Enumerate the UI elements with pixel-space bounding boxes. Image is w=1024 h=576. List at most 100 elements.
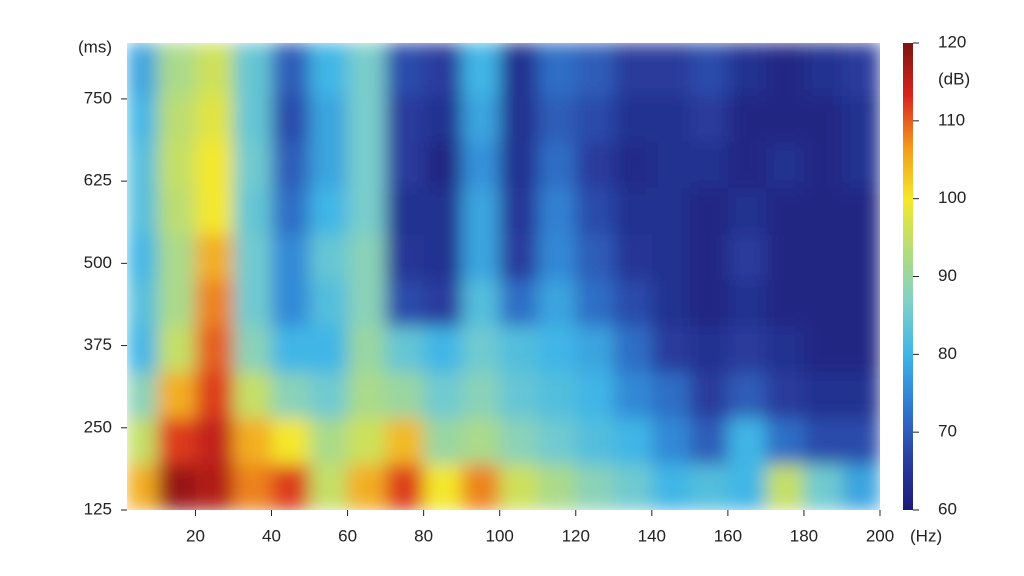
heat-cell [347,95,387,143]
heat-cell [385,187,425,235]
heat-cell [127,279,158,327]
heat-cell [347,279,387,327]
heat-cell [347,417,387,465]
heat-cell [575,187,615,235]
heat-cell [195,233,234,281]
heat-cell [347,463,387,510]
heat-cell [157,187,196,235]
heat-cell [195,187,234,235]
heat-cell [689,233,729,281]
heat-cell [309,371,349,419]
heat-cell [841,463,880,510]
heat-cell [727,141,767,189]
heat-cell [841,95,880,143]
heat-cell [803,325,843,373]
heat-cell [499,141,539,189]
heat-cell [613,95,653,143]
heat-cell [423,417,463,465]
heat-cell [613,371,653,419]
colorbar-label: (dB) [938,69,970,88]
heat-cell [575,417,615,465]
heat-cell [233,463,273,510]
heat-cell [575,43,615,97]
heat-cell [651,325,691,373]
heat-cell [233,95,273,143]
heat-cell [537,43,577,97]
heat-cell [157,141,196,189]
x-tick-label: 100 [486,526,514,545]
heat-cell [461,43,501,97]
heat-cell [689,417,729,465]
heat-cell [385,325,425,373]
heat-cell [195,43,234,97]
colorbar-tick-label: 60 [938,499,957,518]
heat-cell [271,325,311,373]
heat-cell [689,325,729,373]
heat-cell [157,463,196,510]
heat-cell [157,233,196,281]
heat-cell [841,417,880,465]
heat-cell [157,371,196,419]
heat-cell [309,141,349,189]
heat-cell [537,95,577,143]
heat-cell [499,417,539,465]
heat-cell [841,325,880,373]
heat-cell [575,325,615,373]
heat-cell [765,233,805,281]
heat-cell [127,141,158,189]
heat-cell [499,463,539,510]
heat-cell [195,463,234,510]
heat-cell [499,43,539,97]
heat-cell [575,95,615,143]
y-axis-label: (ms) [78,37,112,56]
heat-cell [689,279,729,327]
heat-cell [347,233,387,281]
heat-cell [347,325,387,373]
heat-cell [499,187,539,235]
heat-cell [423,43,463,97]
heat-cell [651,141,691,189]
heat-cell [765,187,805,235]
heat-cell [765,417,805,465]
heat-cell [423,233,463,281]
heat-cell [841,371,880,419]
heat-cell [613,417,653,465]
heat-cell [195,325,234,373]
colorbar-tick-label: 70 [938,422,957,441]
heat-cell [613,233,653,281]
heat-cell [613,325,653,373]
heat-cell [233,141,273,189]
heat-cell [727,325,767,373]
heat-cell [537,141,577,189]
heat-cell [157,95,196,143]
heat-cell [651,43,691,97]
heat-cell [195,95,234,143]
heat-cell [233,279,273,327]
heat-cell [385,371,425,419]
x-tick-label: 60 [338,526,357,545]
heat-cell [347,371,387,419]
heat-cell [803,417,843,465]
colorbar-tick-label: 90 [938,266,957,285]
heat-cell [271,233,311,281]
heat-cell [765,279,805,327]
heat-cell [127,463,158,510]
heat-cell [385,141,425,189]
heat-cell [461,417,501,465]
heat-cell [537,279,577,327]
heat-cell [841,233,880,281]
heat-cell [689,95,729,143]
heat-cell [727,187,767,235]
heat-cell [347,187,387,235]
heat-cell [423,371,463,419]
heat-cell [423,95,463,143]
colorbar-tick-label: 80 [938,344,957,363]
heat-cell [385,417,425,465]
heat-cell [575,279,615,327]
heat-cell [613,141,653,189]
heat-cell [309,43,349,97]
heat-cell [803,95,843,143]
heat-cell [613,43,653,97]
heat-cell [613,463,653,510]
heat-cell [157,43,196,97]
